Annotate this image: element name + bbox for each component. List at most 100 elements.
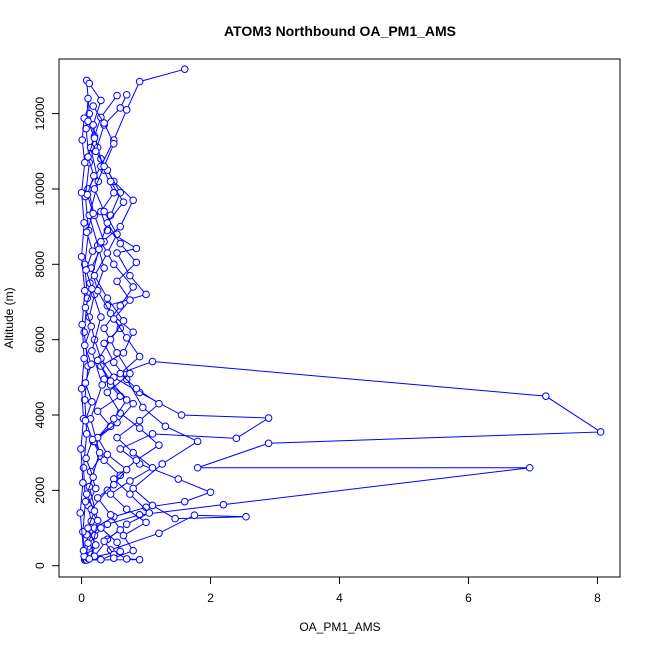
data-point [129,328,137,336]
data-point [155,529,163,538]
data-point [82,454,90,463]
data-point [79,546,88,555]
data-point [132,244,141,253]
data-point [88,347,96,355]
data-point [264,439,273,448]
data-point [122,520,131,529]
data-point [78,320,87,329]
data-point [100,119,108,127]
series-9 [89,102,131,564]
series-11 [103,177,163,562]
y-tick-label: 12000 [33,97,47,131]
data-point [116,222,125,231]
data-point [79,527,87,536]
y-tick-label: 2000 [33,477,47,504]
data-point [148,501,157,510]
data-point [103,219,112,227]
data-point [129,196,137,205]
data-point [97,524,105,532]
data-point [98,381,106,389]
data-point [85,109,94,118]
plot-area [76,65,605,564]
data-point [79,463,88,472]
x-axis: 0 2 4 6 8 [78,576,601,605]
data-point [90,171,98,180]
data-point [93,494,102,502]
series-7 [90,90,163,561]
data-point [158,460,166,468]
data-point [80,328,88,336]
data-point [80,219,88,227]
y-tick-label: 10000 [33,172,47,206]
data-point [132,258,141,267]
data-point [85,555,94,563]
data-point [113,249,121,257]
data-point [110,554,118,562]
data-point [119,349,128,357]
data-point [180,497,189,506]
data-point [122,465,131,474]
data-point [264,414,273,422]
y-tick-label: 6000 [33,326,47,353]
data-point [119,198,128,206]
data-point [103,388,112,397]
data-point [135,77,144,86]
x-axis-label: OA_PM1_AMS [299,620,380,634]
y-tick-label: 0 [33,562,47,569]
series-10 [80,117,100,563]
data-point [80,354,88,363]
data-point [84,153,92,161]
data-point [80,286,89,295]
data-point [77,384,86,393]
data-point [122,333,131,342]
data-point [83,190,92,199]
data-point [103,294,112,303]
data-point [80,396,89,404]
data-point [95,245,103,254]
data-point [113,433,121,442]
data-point [97,555,105,564]
data-point [80,158,89,167]
data-point [88,285,96,293]
data-point [116,445,125,453]
x-tick-label: 0 [78,591,85,605]
data-point [129,283,137,291]
data-point [95,448,104,457]
data-point [155,399,163,408]
data-point [82,228,91,237]
data-point [177,411,186,419]
data-point [106,377,115,385]
data-point [90,185,99,193]
data-point [106,511,115,519]
data-point [93,516,102,525]
data-point [122,505,131,513]
data-point [110,139,118,148]
data-point [91,147,100,156]
x-tick-label: 4 [336,591,343,605]
data-point [89,102,97,110]
data-point [129,448,137,457]
data-point [126,477,134,485]
plot-frame [58,58,621,578]
data-point [126,271,134,280]
data-point [89,473,97,481]
data-point [542,392,550,400]
data-point [100,264,108,272]
data-point [129,399,137,408]
data-point [76,509,85,517]
data-point [88,247,97,255]
data-point [77,252,86,261]
data-point [142,518,150,527]
data-point [126,369,134,378]
data-point [132,384,141,393]
data-point [161,422,170,431]
data-point [87,360,96,368]
data-point [219,500,228,509]
data-point [82,490,91,498]
data-point [126,490,134,498]
data-point [87,322,96,331]
data-point [90,507,99,515]
data-point [84,539,92,547]
data-point [93,407,102,416]
chart-title: ATOM3 Northbound OA_PM1_AMS [224,23,456,39]
